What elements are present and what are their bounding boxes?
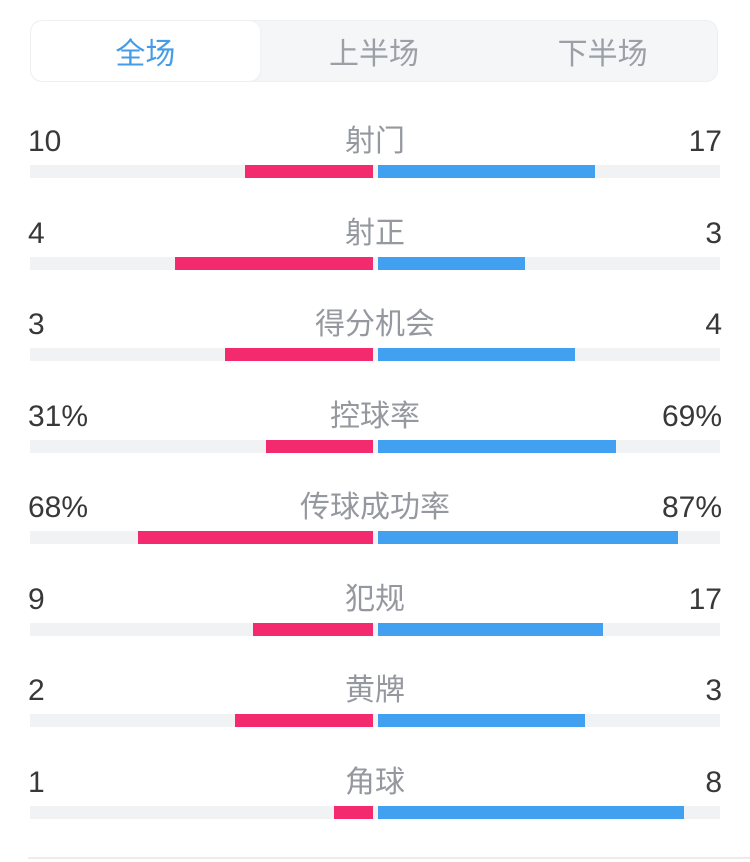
stat-bar-track bbox=[30, 805, 720, 819]
stat-label: 控球率 bbox=[330, 399, 420, 433]
stat-bar-track bbox=[30, 165, 720, 178]
stat-bar-track bbox=[30, 439, 720, 453]
home-value: 4 bbox=[28, 216, 45, 250]
stat-label: 黄牌 bbox=[345, 674, 405, 707]
home-value: 3 bbox=[28, 308, 45, 341]
stat-bar-track bbox=[30, 256, 720, 270]
stat-bar-track bbox=[30, 714, 720, 727]
stat-row: 1 角球 8 bbox=[0, 753, 750, 845]
home-bar bbox=[224, 348, 373, 361]
stat-label: 角球 bbox=[345, 765, 405, 799]
away-bar bbox=[377, 531, 678, 544]
home-bar bbox=[175, 256, 373, 270]
stat-row: 2 黄牌 3 bbox=[0, 661, 750, 753]
home-value: 10 bbox=[28, 125, 62, 158]
away-bar bbox=[377, 348, 575, 361]
away-value: 17 bbox=[688, 582, 722, 616]
away-value: 17 bbox=[688, 125, 722, 158]
away-value: 69% bbox=[661, 399, 722, 433]
away-value: 4 bbox=[705, 308, 722, 341]
stat-label: 射正 bbox=[345, 216, 405, 250]
tab-first-half[interactable]: 上半场 bbox=[260, 21, 489, 81]
tab-second-half[interactable]: 下半场 bbox=[488, 21, 717, 81]
home-bar bbox=[334, 805, 373, 819]
tab-first-half-label: 上半场 bbox=[329, 38, 419, 71]
stat-row: 31% 控球率 69% bbox=[0, 387, 750, 479]
stat-row: 4 射正 3 bbox=[0, 204, 750, 296]
stat-bar-track bbox=[30, 531, 720, 544]
away-bar bbox=[377, 256, 526, 270]
stat-row: 10 射门 17 bbox=[0, 112, 750, 204]
stat-bar-track bbox=[30, 348, 720, 361]
stat-row: 68% 传球成功率 87% bbox=[0, 478, 750, 570]
home-value: 2 bbox=[28, 674, 45, 707]
home-value: 31% bbox=[28, 399, 89, 433]
stat-row: 3 得分机会 4 bbox=[0, 295, 750, 387]
away-value: 87% bbox=[661, 491, 722, 524]
home-value: 1 bbox=[28, 765, 45, 799]
stat-label: 传球成功率 bbox=[300, 491, 450, 524]
home-bar bbox=[234, 714, 373, 727]
stat-label: 得分机会 bbox=[315, 308, 435, 341]
period-tabbar: 全场 上半场 下半场 bbox=[30, 20, 718, 82]
away-value: 8 bbox=[705, 765, 722, 799]
tab-full-match-label: 全场 bbox=[115, 38, 176, 71]
away-bar bbox=[377, 165, 595, 178]
home-bar bbox=[244, 165, 373, 178]
stat-label: 射门 bbox=[345, 125, 405, 158]
away-bar bbox=[377, 805, 685, 819]
bottom-divider bbox=[28, 857, 750, 859]
away-value: 3 bbox=[705, 216, 722, 250]
home-bar bbox=[253, 622, 373, 636]
home-bar bbox=[265, 439, 373, 453]
away-bar bbox=[377, 439, 616, 453]
away-bar bbox=[377, 714, 585, 727]
away-value: 3 bbox=[705, 674, 722, 707]
stats-list: 10 射门 17 4 射正 3 3 得分机会 4 bbox=[0, 112, 750, 844]
home-value: 68% bbox=[28, 491, 89, 524]
home-bar bbox=[137, 531, 373, 544]
stat-bar-track bbox=[30, 622, 720, 636]
stat-label: 犯规 bbox=[345, 582, 405, 616]
tab-second-half-label: 下半场 bbox=[557, 38, 648, 71]
tab-full-match[interactable]: 全场 bbox=[31, 21, 260, 81]
stat-row: 9 犯规 17 bbox=[0, 570, 750, 662]
home-value: 9 bbox=[28, 582, 45, 616]
away-bar bbox=[377, 622, 604, 636]
